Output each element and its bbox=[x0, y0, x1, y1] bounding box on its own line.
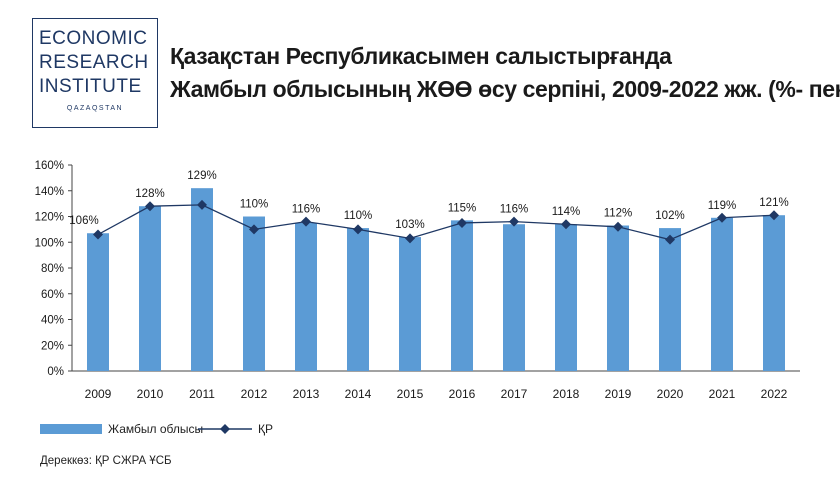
logo: ECONOMIC RESEARCH INSTITUTE QAZAQSTAN bbox=[32, 18, 158, 128]
chart-title-line-1: Қазақстан Республикасымен салыстырғанда bbox=[170, 43, 672, 69]
line-point-marker bbox=[717, 212, 727, 223]
bar bbox=[607, 225, 629, 371]
legend-bar-label: Жамбыл облысы bbox=[108, 422, 204, 436]
logo-line-1: ECONOMIC bbox=[39, 28, 148, 49]
x-tick-label: 2021 bbox=[709, 387, 736, 401]
y-tick-label: 120% bbox=[35, 212, 64, 224]
bar bbox=[763, 215, 785, 371]
line-point-marker bbox=[509, 216, 519, 227]
x-tick-label: 2019 bbox=[605, 387, 632, 401]
bar bbox=[191, 188, 213, 371]
x-tick-label: 2011 bbox=[189, 387, 215, 401]
legend-line-label: ҚР bbox=[258, 422, 273, 436]
x-tick-label: 2017 bbox=[501, 387, 528, 401]
bar bbox=[711, 217, 733, 371]
x-tick-label: 2015 bbox=[397, 387, 424, 401]
y-tick-label: 20% bbox=[41, 340, 64, 352]
line-point-marker bbox=[301, 216, 311, 227]
x-tick-label: 2020 bbox=[657, 387, 684, 401]
data-label: 102% bbox=[655, 210, 684, 222]
legend-item-bar: Жамбыл облысы bbox=[40, 422, 203, 436]
x-tick-label: 2010 bbox=[137, 387, 164, 401]
x-tick-label: 2018 bbox=[553, 387, 580, 401]
chart-title-line-2: Жамбыл облысының ЖӨӨ өсу серпіні, 2009-2… bbox=[170, 76, 840, 102]
y-tick-label: 40% bbox=[41, 315, 64, 327]
legend-bar-swatch bbox=[40, 424, 102, 434]
legend-line-swatch bbox=[198, 424, 252, 434]
bar bbox=[555, 224, 577, 371]
data-label: 112% bbox=[604, 208, 633, 220]
bar bbox=[659, 228, 681, 371]
x-tick-label: 2012 bbox=[241, 387, 268, 401]
chart-title: Қазақстан Республикасымен салыстырғанда … bbox=[170, 40, 840, 106]
line-point-marker bbox=[145, 201, 155, 212]
bar bbox=[503, 224, 525, 371]
bar bbox=[139, 206, 161, 371]
bar bbox=[295, 222, 317, 371]
line-point-marker bbox=[249, 224, 259, 235]
data-label: 128% bbox=[135, 188, 164, 200]
x-tick-label: 2022 bbox=[761, 387, 788, 401]
x-tick-label: 2009 bbox=[85, 387, 112, 401]
y-tick-label: 160% bbox=[35, 160, 64, 172]
line-point-marker bbox=[457, 217, 467, 228]
bar bbox=[243, 216, 265, 371]
y-tick-label: 140% bbox=[35, 186, 64, 198]
bar bbox=[399, 237, 421, 371]
data-label: 106% bbox=[69, 215, 98, 227]
data-label: 115% bbox=[448, 202, 477, 214]
data-label: 110% bbox=[344, 210, 373, 222]
data-label: 116% bbox=[292, 204, 321, 216]
bar bbox=[87, 233, 109, 371]
legend-item-line: ҚР bbox=[198, 422, 273, 436]
x-tick-label: 2013 bbox=[293, 387, 320, 401]
y-tick-label: 100% bbox=[35, 237, 64, 249]
y-tick-label: 0% bbox=[47, 366, 64, 378]
line-point-marker bbox=[353, 224, 363, 235]
bar bbox=[451, 220, 473, 371]
line-point-marker bbox=[93, 229, 103, 240]
source-note: Дереккөз: ҚР СЖРА ҰСБ bbox=[40, 455, 172, 467]
line-point-marker bbox=[613, 221, 623, 232]
line-point-marker bbox=[197, 199, 207, 210]
data-label: 103% bbox=[395, 219, 424, 231]
line-point-marker bbox=[769, 210, 779, 221]
line-point-marker bbox=[561, 219, 571, 230]
data-label: 129% bbox=[187, 170, 216, 182]
line-series-path bbox=[97, 204, 775, 241]
data-label: 114% bbox=[552, 206, 581, 218]
x-tick-label: 2014 bbox=[345, 387, 372, 401]
bar bbox=[347, 228, 369, 371]
y-tick-label: 80% bbox=[41, 263, 64, 275]
logo-line-3: INSTITUTE bbox=[39, 76, 142, 97]
x-tick-label: 2016 bbox=[449, 387, 476, 401]
data-label: 119% bbox=[708, 200, 737, 212]
data-label: 110% bbox=[240, 199, 269, 211]
data-label: 121% bbox=[759, 197, 788, 209]
logo-subtitle: QAZAQSTAN bbox=[66, 105, 124, 112]
line-point-marker bbox=[405, 233, 415, 244]
line-point-marker bbox=[665, 234, 675, 245]
data-label: 116% bbox=[500, 204, 529, 216]
y-tick-label: 60% bbox=[41, 289, 64, 301]
logo-line-2: RESEARCH bbox=[39, 52, 149, 73]
